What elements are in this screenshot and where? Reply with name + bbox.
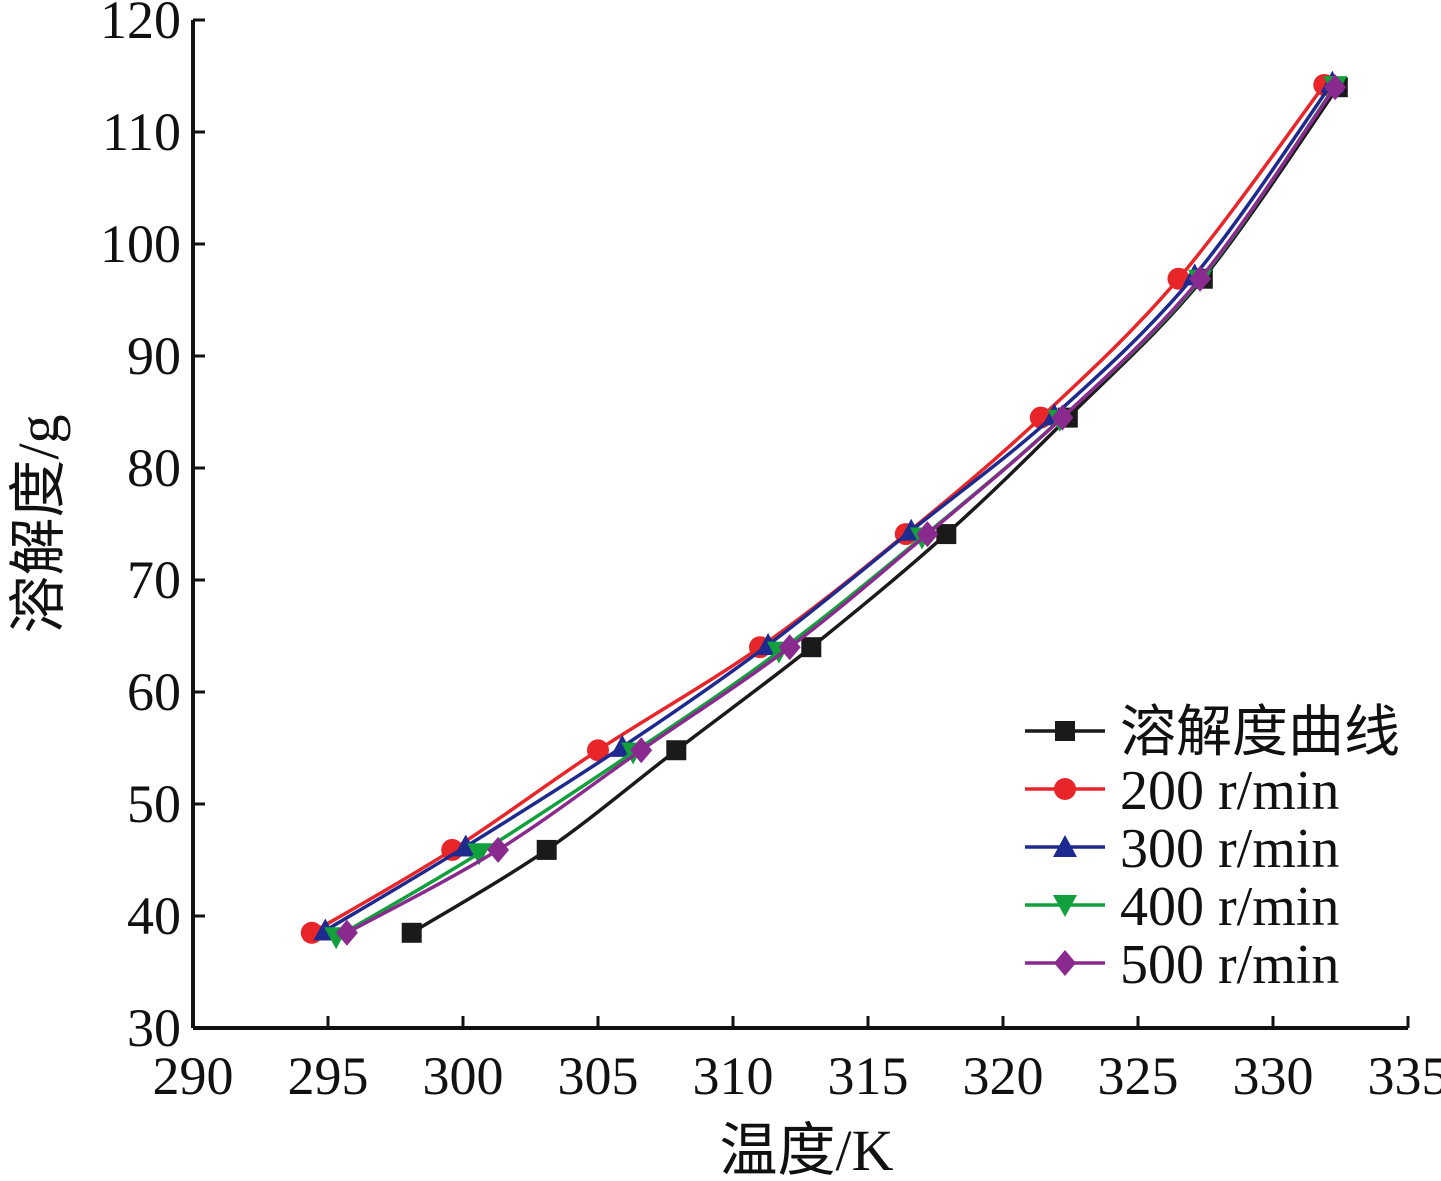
x-tick-label: 330	[1233, 1046, 1314, 1106]
data-point	[666, 740, 687, 761]
x-tick-label: 295	[288, 1046, 369, 1106]
y-tick-label: 80	[127, 438, 181, 498]
legend-marker	[1054, 950, 1076, 976]
series-4	[335, 74, 1347, 946]
legend-item: 400 r/min	[1025, 876, 1339, 938]
x-axis-ticks: 290 295 300 305 310 315 320 325 330 335	[153, 1016, 1441, 1106]
x-tick-label: 290	[153, 1046, 234, 1106]
data-point	[335, 919, 358, 946]
data-point	[487, 836, 510, 863]
data-point	[536, 839, 557, 860]
data-point	[936, 524, 957, 545]
y-tick-label: 40	[127, 886, 181, 946]
y-tick-label: 50	[127, 774, 181, 834]
y-tick-label: 110	[102, 102, 181, 162]
x-tick-label: 320	[963, 1046, 1044, 1106]
x-tick-label: 335	[1368, 1046, 1441, 1106]
legend-marker	[1053, 895, 1077, 917]
legend-label: 400 r/min	[1120, 876, 1339, 938]
legend-label: 500 r/min	[1120, 934, 1339, 996]
legend-marker	[1054, 778, 1076, 800]
x-tick-label: 315	[828, 1046, 909, 1106]
data-point	[587, 739, 609, 762]
data-point	[401, 922, 422, 943]
x-tick-label: 325	[1098, 1046, 1179, 1106]
data-point	[916, 521, 939, 548]
data-point	[778, 634, 801, 661]
data-point	[1051, 404, 1074, 431]
y-axis-title: 溶解度/g	[6, 414, 71, 633]
legend-item: 300 r/min	[1025, 818, 1339, 880]
data-point	[630, 737, 653, 764]
x-tick-label: 310	[693, 1046, 774, 1106]
legend-marker	[1053, 835, 1077, 857]
y-tick-label: 90	[127, 326, 181, 386]
data-point	[1324, 74, 1347, 101]
data-point	[467, 843, 492, 866]
y-tick-label: 60	[127, 662, 181, 722]
legend-item: 溶解度曲线	[1025, 702, 1400, 764]
axes	[191, 20, 1408, 1030]
data-point	[1189, 265, 1212, 292]
legend-label: 300 r/min	[1120, 818, 1339, 880]
y-tick-label: 120	[100, 0, 181, 50]
y-tick-label: 70	[127, 550, 181, 610]
y-tick-label: 100	[100, 214, 181, 274]
y-axis-ticks: 30 40 50 60 70 80 90 100 110 120	[100, 0, 205, 1058]
x-axis-title: 温度/K	[719, 1118, 893, 1181]
legend-label: 溶解度曲线	[1120, 702, 1400, 764]
legend-item: 500 r/min	[1025, 934, 1339, 996]
x-tick-label: 300	[423, 1046, 504, 1106]
data-point	[801, 637, 822, 658]
legend-label: 200 r/min	[1120, 760, 1339, 822]
series-layer	[300, 70, 1348, 950]
legend-marker	[1055, 721, 1075, 741]
y-tick-label: 30	[127, 998, 181, 1058]
legend-item: 200 r/min	[1025, 760, 1339, 822]
x-tick-label: 305	[558, 1046, 639, 1106]
